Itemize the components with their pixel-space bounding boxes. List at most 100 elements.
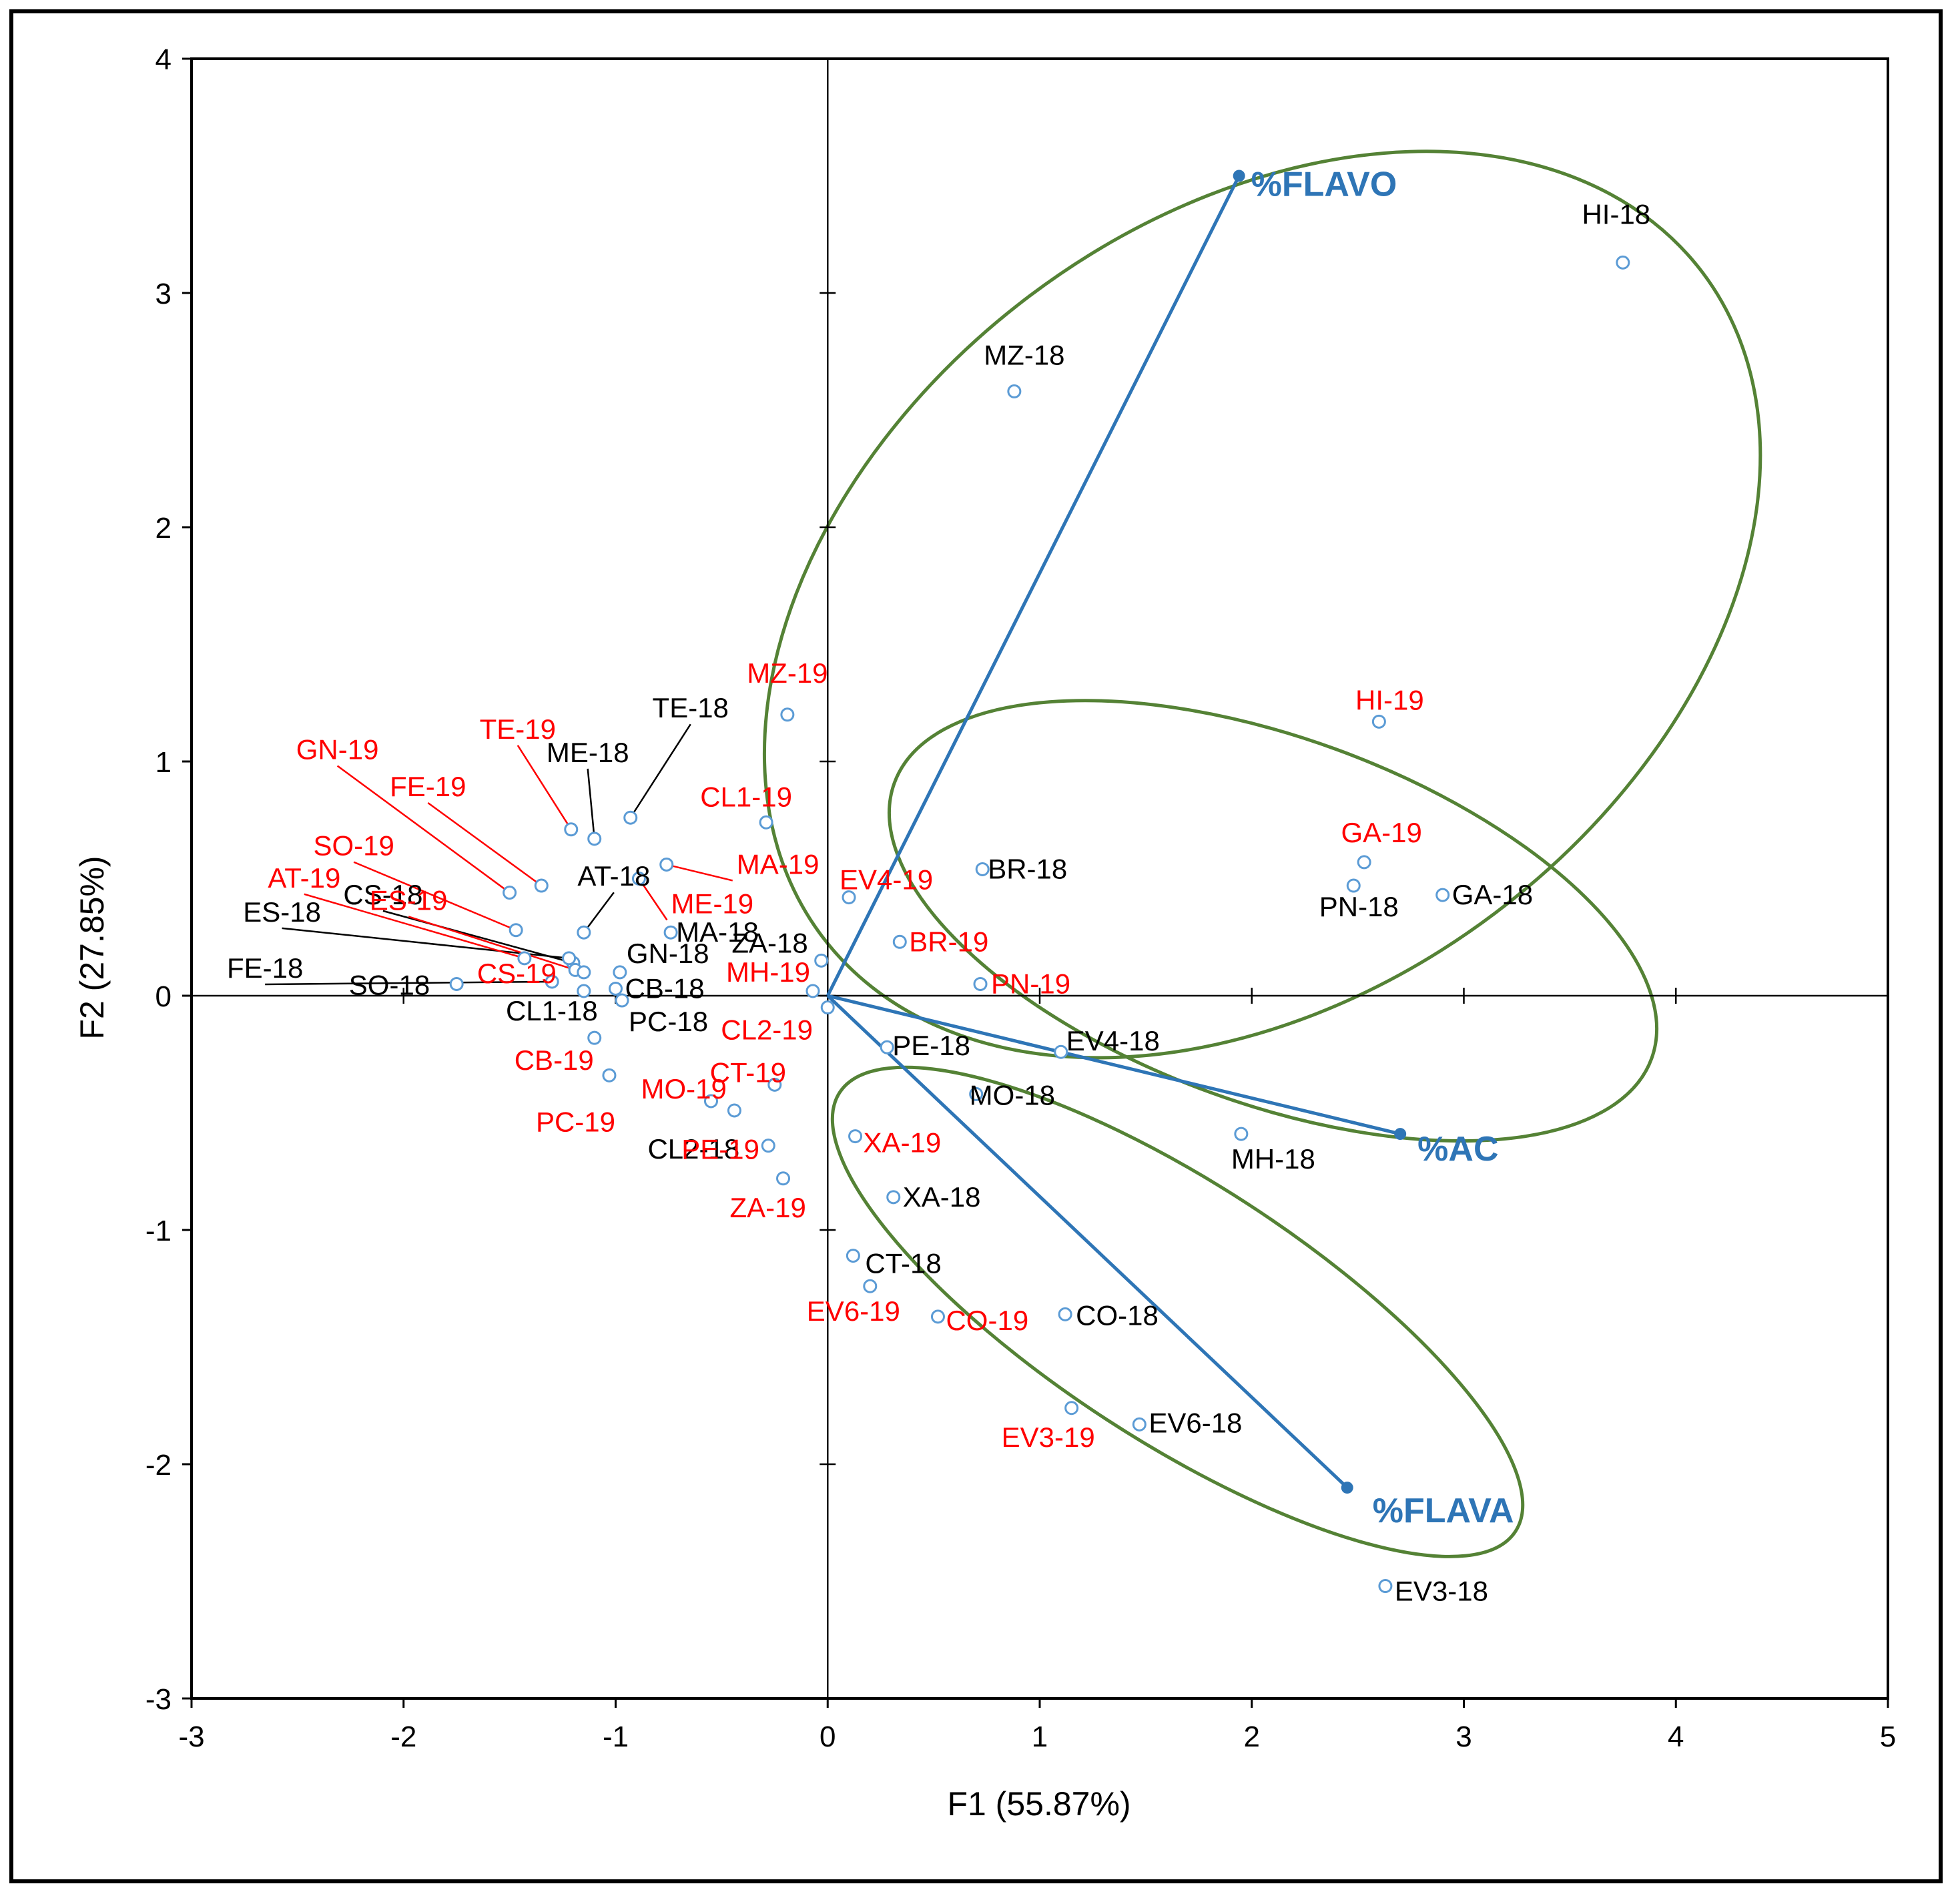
point-xa-18 (886, 1190, 901, 1205)
point-ev3-18 (1378, 1579, 1393, 1594)
vector-line-pct-flavo (826, 175, 1241, 997)
point-mh-19 (805, 984, 820, 998)
x-tick-label: 0 (820, 1720, 836, 1753)
point-label-xa-19: XA-19 (864, 1127, 942, 1159)
leader-line-gn-19 (336, 765, 511, 894)
point-label-fe-19: FE-19 (390, 771, 466, 802)
point-label-ev6-18: EV6-18 (1149, 1407, 1242, 1438)
point-hi-19 (1371, 714, 1386, 729)
point-label-mh-19: MH-19 (726, 956, 810, 988)
point-label-cl2-19: CL2-19 (721, 1014, 813, 1046)
leader-line-te-19 (517, 745, 572, 830)
point-label-br-19: BR-19 (909, 926, 988, 957)
group-ellipse-3 (830, 1065, 1525, 1558)
y-tick-label: 4 (155, 43, 172, 76)
y-tick-label: 2 (155, 512, 172, 545)
point-label-xa-18: XA-18 (903, 1181, 981, 1213)
point-at-19 (517, 951, 532, 966)
vector-line-pct-flava (826, 994, 1349, 1489)
point-label-es-19: ES-19 (370, 884, 448, 916)
point-cl2-19 (820, 1000, 835, 1015)
vector-layer (826, 170, 1407, 1494)
point-cb-18 (609, 981, 623, 996)
point-pc-19 (602, 1068, 617, 1082)
point-label-at-18: AT-18 (577, 860, 650, 892)
figure-frame (9, 9, 1943, 1883)
point-label-ev6-19: EV6-19 (807, 1295, 900, 1327)
leader-line-cs-18 (382, 910, 574, 964)
leader-line-so-19 (353, 861, 517, 931)
point-label-pc-18: PC-18 (629, 1006, 708, 1037)
point-ev3-19 (1064, 1401, 1079, 1415)
point-hi-18 (1616, 255, 1630, 270)
point-cl1-19 (759, 815, 773, 830)
point-gn-19 (503, 886, 517, 900)
x-tick-label: 5 (1880, 1720, 1896, 1753)
x-tick-label: -2 (390, 1720, 416, 1753)
point-mz-19 (780, 707, 795, 722)
point-mo-19 (703, 1094, 718, 1109)
y-tick-label: 0 (155, 980, 172, 1013)
y-tick-label: -3 (145, 1683, 172, 1716)
vector-tip-pct-flavo (1233, 170, 1245, 182)
point-label-cl2-18: CL2-18 (647, 1133, 739, 1165)
point-mz-18 (1007, 384, 1022, 398)
leader-line-fe-19 (427, 802, 543, 887)
x-tick-label: 4 (1668, 1720, 1684, 1753)
point-so-19 (509, 923, 523, 938)
point-label-cs-19: CS-19 (477, 958, 557, 989)
point-br-18 (975, 862, 990, 876)
point-label-ct-18: CT-18 (865, 1248, 941, 1279)
point-label-pn-19: PN-19 (991, 968, 1070, 999)
point-co-18 (1058, 1307, 1072, 1321)
point-me-19 (631, 872, 646, 886)
point-label-pe-19: PE-19 (681, 1134, 759, 1165)
point-label-za-18: ZA-18 (731, 927, 807, 958)
point-xa-19 (848, 1129, 863, 1144)
x-axis-title: F1 (55.87%) (947, 1785, 1130, 1823)
vector-label-pct-ac: %AC (1417, 1130, 1498, 1169)
point-gn-18 (613, 965, 627, 980)
point-cb-19 (587, 1030, 602, 1045)
point-label-pn-18: PN-18 (1319, 891, 1399, 922)
point-label-mz-19: MZ-19 (747, 657, 828, 689)
point-label-ev3-18: EV3-18 (1395, 1576, 1488, 1607)
point-label-mz-18: MZ-18 (984, 339, 1064, 370)
leader-line-at-19 (304, 893, 525, 960)
point-za-18 (814, 953, 829, 968)
point-label-at-19: AT-19 (268, 862, 340, 894)
vector-line-pct-ac (827, 994, 1401, 1136)
leader-line-ma-19 (666, 864, 733, 882)
y-tick-label: -1 (145, 1215, 172, 1247)
x-tick-label: 3 (1455, 1720, 1472, 1753)
point-pe-19 (761, 1139, 775, 1153)
point-label-mo-18: MO-18 (970, 1079, 1055, 1111)
point-cl1-18 (577, 984, 591, 998)
point-label-so-19: SO-19 (313, 830, 394, 862)
point-te-19 (564, 822, 579, 837)
point-ma-19 (659, 857, 674, 872)
point-label-gn-19: GN-19 (296, 734, 379, 765)
leader-line-te-18 (629, 723, 691, 818)
point-pe-18 (880, 1040, 894, 1054)
axis-layer: -3 -2 -1 0 1 2 3 4 5 -3 -2 -1 0 1 2 3 4 (145, 43, 1896, 1753)
group-ellipse-2 (888, 699, 1659, 1143)
leader-line-at-18 (583, 892, 615, 933)
x-tick-label: -3 (178, 1720, 204, 1753)
point-ct-19 (767, 1077, 782, 1092)
y-tick-label: 3 (155, 278, 172, 310)
point-label-co-18: CO-18 (1076, 1299, 1159, 1331)
point-fe-18 (545, 974, 559, 989)
leader-line-me-19 (638, 878, 668, 921)
point-label-te-18: TE-18 (653, 692, 729, 723)
point-es-18 (562, 951, 577, 966)
point-label-hi-19: HI-19 (1355, 684, 1424, 715)
point-ev4-18 (1054, 1044, 1068, 1059)
point-label-te-19: TE-19 (480, 713, 556, 745)
point-pc-18 (615, 993, 629, 1008)
point-label-cl1-19: CL1-19 (700, 781, 792, 812)
point-label-es-18: ES-18 (243, 896, 321, 928)
point-label-ma-19: MA-19 (737, 848, 820, 880)
point-label-ga-19: GA-19 (1341, 817, 1421, 848)
